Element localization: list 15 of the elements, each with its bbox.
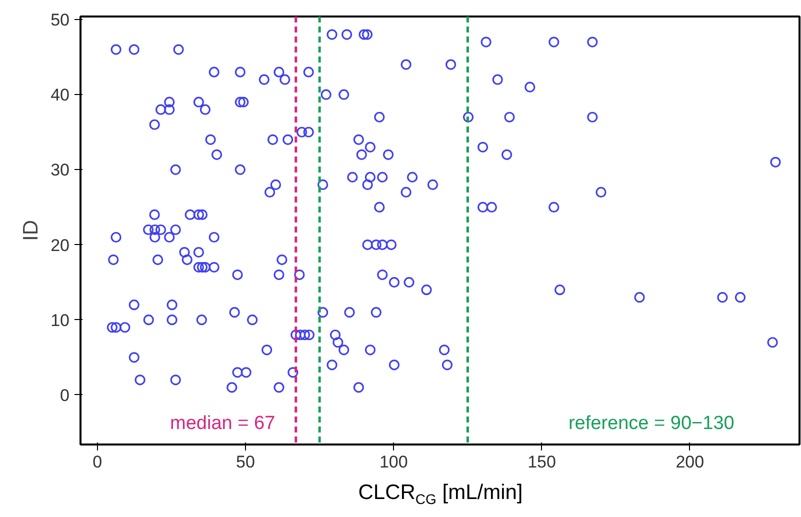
y-tick-label: 0 [60, 386, 70, 405]
x-axis-title: CLCR$_{CG}$ [mL/min] [358, 480, 523, 510]
x-tick-label: 100 [379, 452, 408, 472]
y-tick-label: 30 [50, 160, 70, 180]
ref-line-label: median = 67 [170, 412, 276, 434]
y-tick-label: 40 [50, 86, 70, 105]
y-axis-title: ID [20, 220, 43, 241]
y-tick-label: 20 [50, 236, 70, 255]
y-tick-label: 10 [50, 310, 70, 330]
x-tick-label: 150 [528, 452, 556, 472]
x-tick-label: 50 [236, 452, 255, 472]
x-tick-label: 200 [676, 452, 704, 472]
x-tick-label: 0 [92, 452, 102, 472]
y-tick-label: 50 [50, 10, 70, 30]
annotation: reference = 90−130 [568, 412, 734, 434]
